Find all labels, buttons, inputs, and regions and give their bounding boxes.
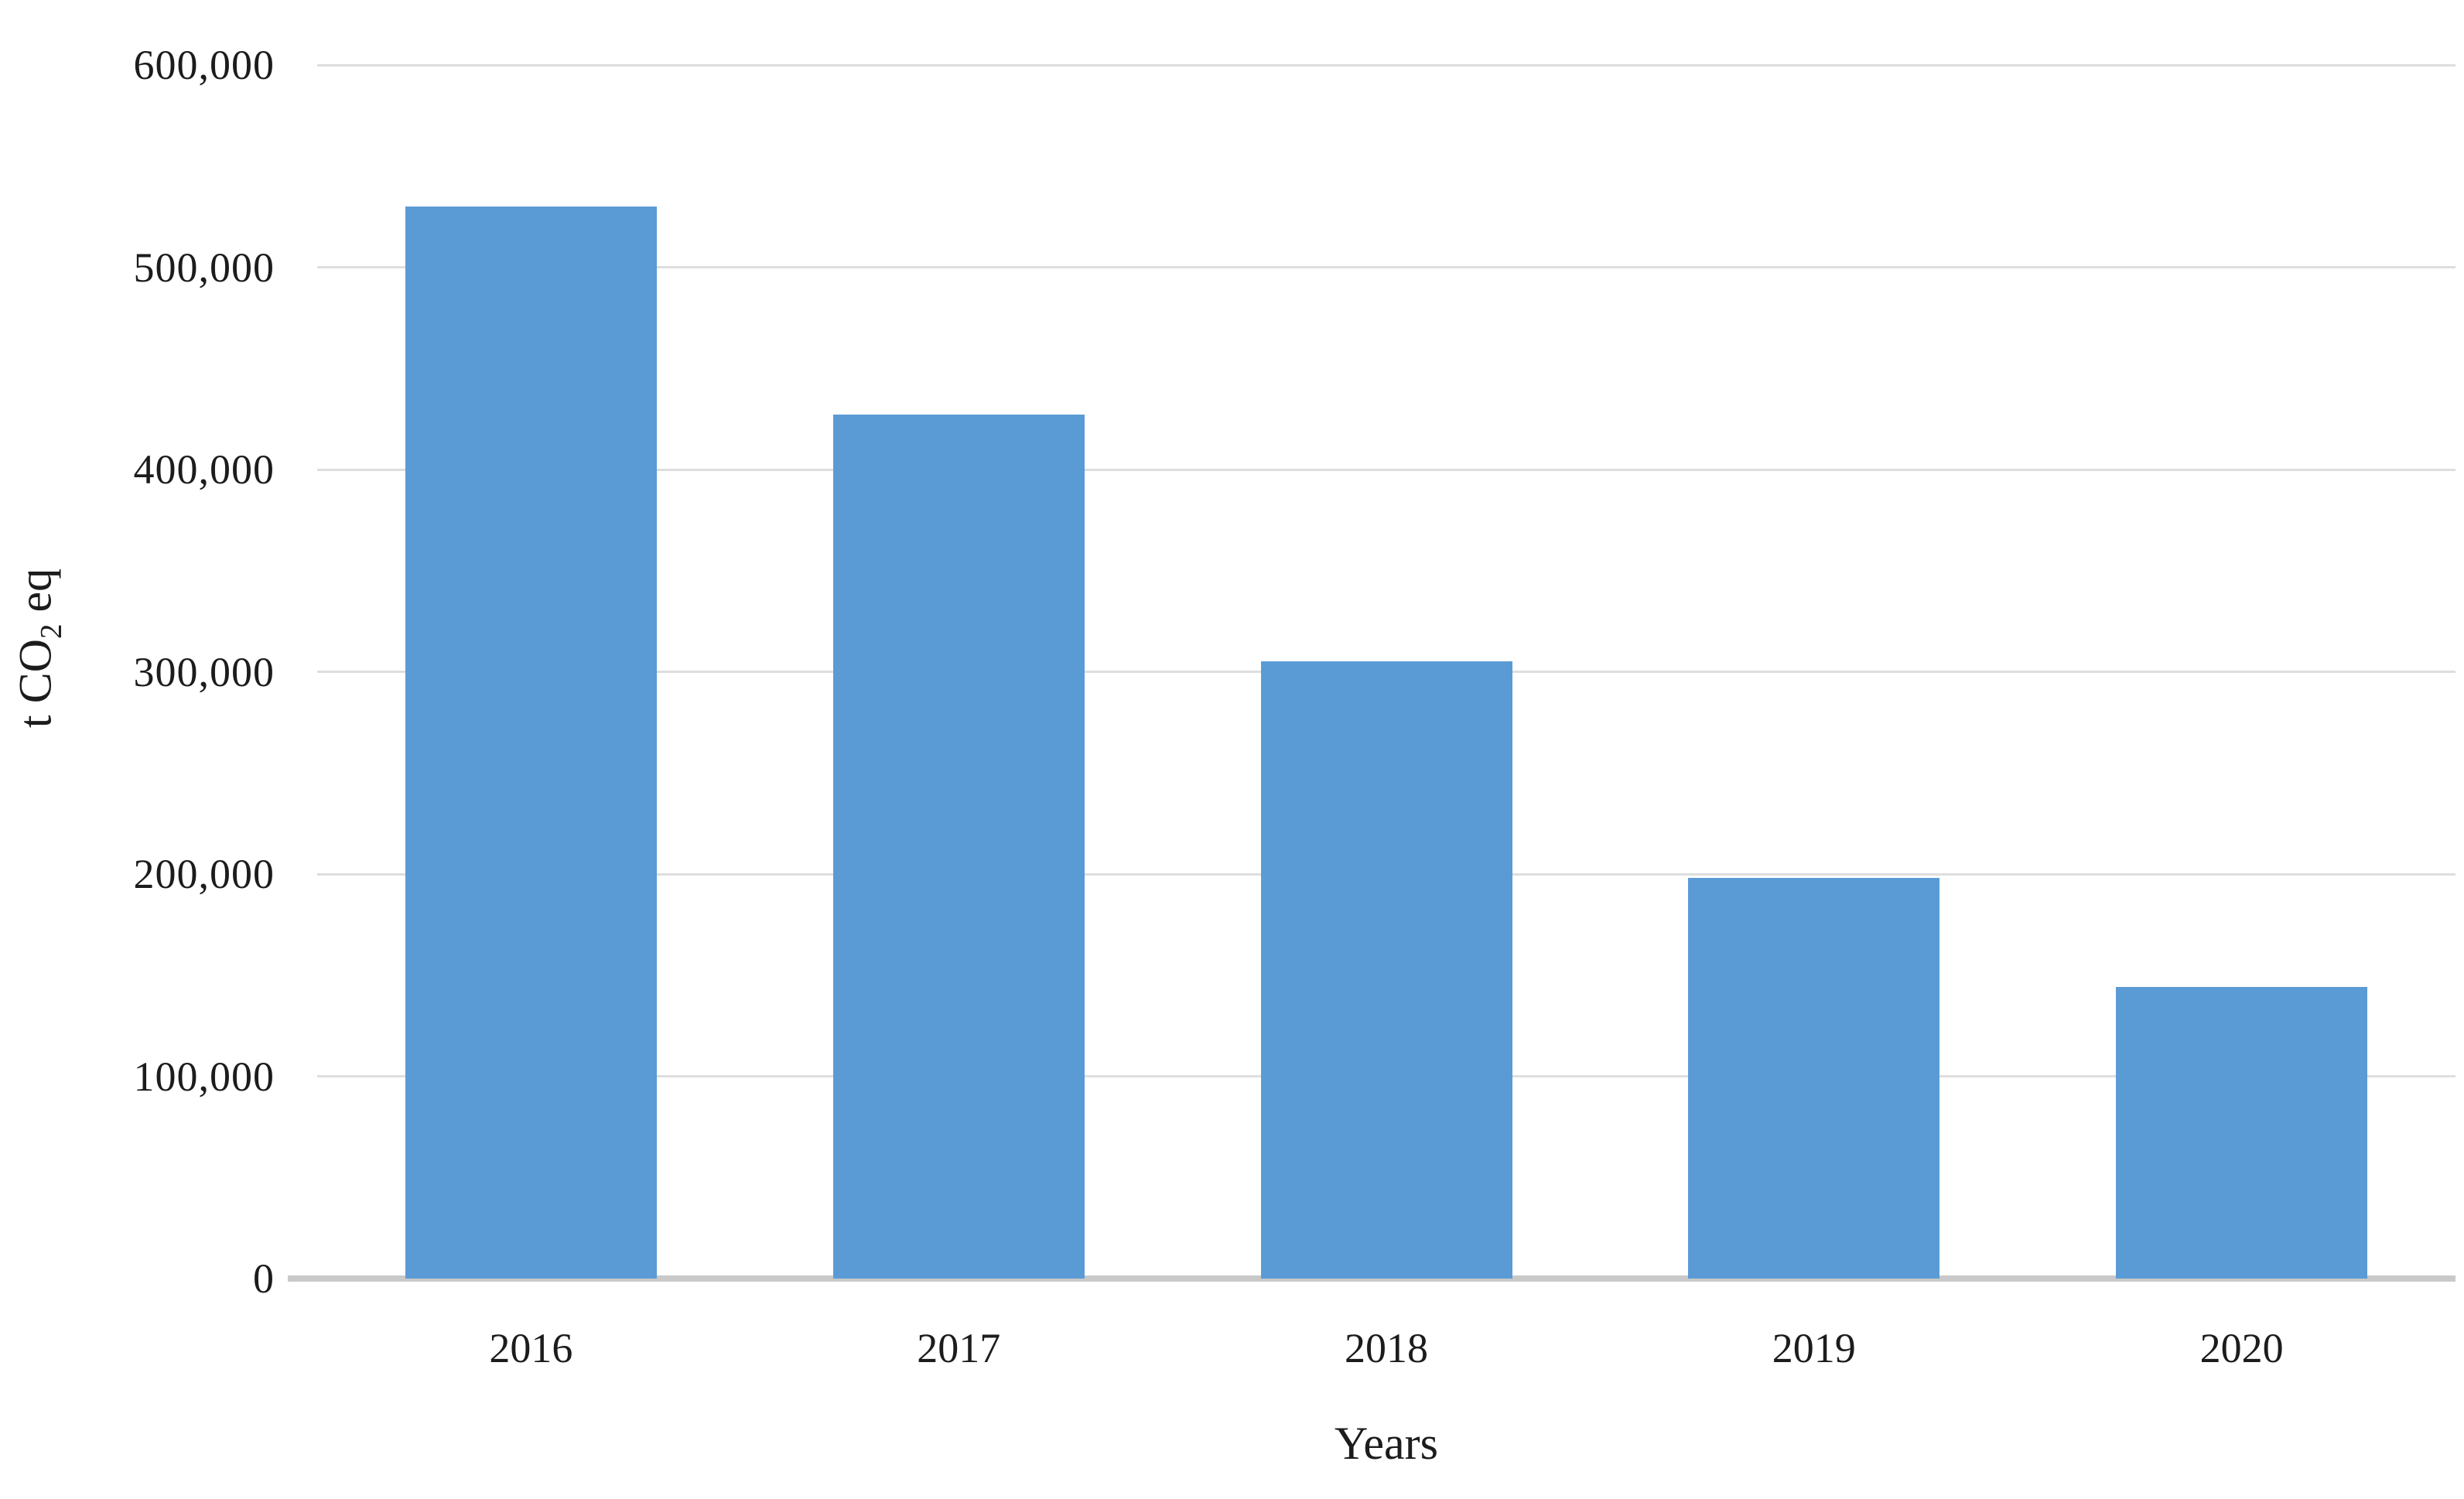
bar-2019 [1688, 878, 1940, 1279]
x-tick-label-2020: 2020 [2199, 1325, 2284, 1371]
bar-2016 [405, 207, 657, 1279]
x-axis-line [288, 1275, 2455, 1282]
x-tick-label-2018: 2018 [1345, 1325, 1428, 1371]
y-tick-label-300000: 300,000 [133, 648, 275, 695]
gridline-500000 [317, 266, 2455, 268]
bar-2018 [1260, 661, 1512, 1279]
y-tick-label-200000: 200,000 [133, 851, 275, 897]
bar-2017 [832, 415, 1085, 1279]
gridline-600000 [317, 63, 2455, 67]
y-tick-label-100000: 100,000 [133, 1053, 275, 1100]
x-tick-label-2019: 2019 [1772, 1325, 1856, 1371]
x-axis-tick-labels: 2016 2017 2018 2019 2020 [0, 1324, 2464, 1378]
x-tick-label-2016: 2016 [489, 1325, 573, 1371]
x-axis-title: Years [1335, 1418, 1438, 1469]
y-tick-label-400000: 400,000 [133, 446, 275, 493]
bar-2020 [2116, 987, 2368, 1279]
y-axis-tick-labels: 0 100,000 200,000 300,000 400,000 500,000 600,… [0, 0, 275, 1499]
y-tick-label-500000: 500,000 [133, 244, 275, 291]
y-tick-label-600000: 600,000 [133, 42, 275, 88]
gridline-400000 [317, 468, 2455, 471]
plot-area [288, 63, 2455, 1282]
y-tick-label-0: 0 [253, 1255, 275, 1302]
x-tick-label-2017: 2017 [917, 1325, 1001, 1371]
